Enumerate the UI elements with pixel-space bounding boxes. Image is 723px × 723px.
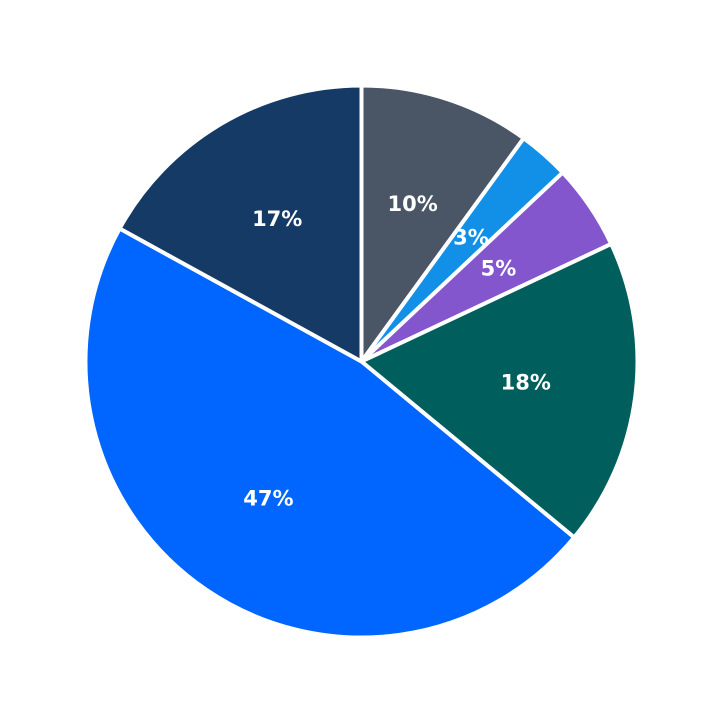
pie-slice-0 [359, 83, 526, 364]
pie-slices [83, 83, 640, 640]
pie-slice-label-2: 5% [481, 256, 517, 280]
pie-slice-label-1: 3% [453, 225, 489, 249]
pie-labels: 10% 3% 5% 18% 47% 17% [243, 192, 551, 510]
pie-slice-label-0: 10% [388, 192, 438, 216]
pie-slice-5 [117, 83, 364, 364]
pie-slice-label-5: 17% [252, 207, 302, 231]
pie-slice-3 [359, 241, 640, 540]
pie-slice-label-4: 47% [243, 486, 293, 510]
pie-slice-label-3: 18% [501, 370, 551, 394]
pie-slice-4 [83, 226, 577, 640]
